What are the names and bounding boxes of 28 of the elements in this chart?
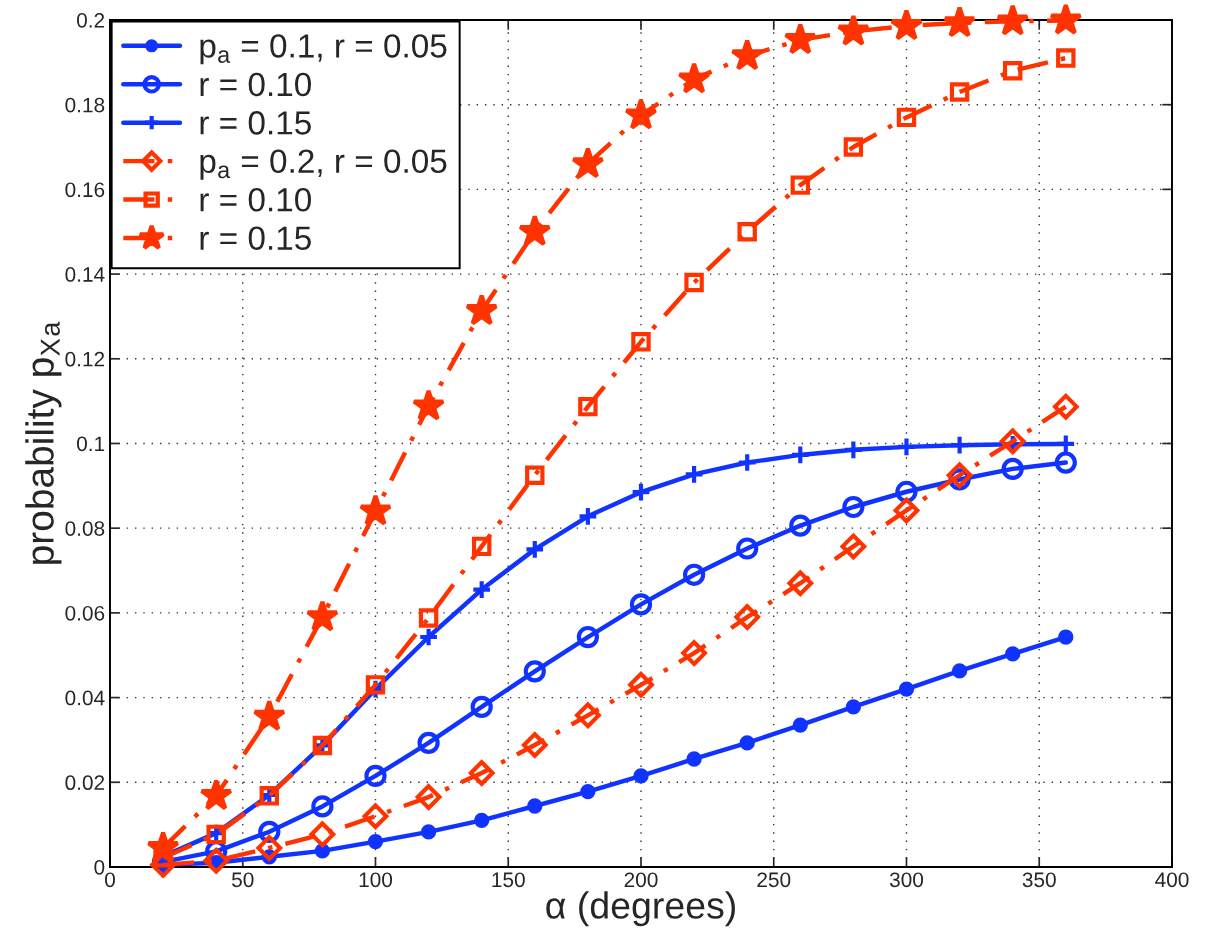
legend-label: r = 0.10	[200, 72, 311, 97]
x-tick-label: 350	[1022, 872, 1056, 888]
x-tick-label: 250	[757, 872, 791, 888]
y-tick-label: 0.2	[76, 12, 105, 28]
y-tick-label: 0.16	[65, 182, 105, 198]
y-tick-label: 0.02	[65, 775, 105, 791]
x-tick-label: 400	[1155, 872, 1189, 888]
y-tick-label: 0	[94, 859, 105, 875]
x-tick-label: 50	[231, 872, 254, 888]
x-tick-label: 200	[624, 872, 658, 888]
legend-label: r = 0.15	[200, 111, 311, 135]
legend-label: p$_{a}$ = 0.1, r = 0.05	[200, 34, 447, 65]
x-tick-label: 0	[105, 872, 115, 888]
x-axis-title: α (degrees)	[546, 891, 735, 927]
y-tick-label: 0.14	[65, 267, 105, 282]
x-tick-label: 150	[492, 872, 525, 888]
y-tick-label: 0.12	[65, 351, 105, 367]
y-tick-label: 0.18	[65, 97, 105, 113]
y-tick-label: 0.06	[65, 605, 105, 621]
y-tick-label: 0.08	[65, 521, 105, 536]
legend-label: r = 0.15	[200, 226, 311, 250]
y-tick-label: 0.04	[65, 690, 105, 706]
legend-label: r = 0.10	[200, 187, 311, 212]
x-tick-label: 100	[359, 872, 393, 888]
y-axis-title: probability p$_{Xa}$	[25, 321, 62, 564]
x-tick-label: 300	[889, 872, 924, 888]
legend-label: p$_{a}$ = 0.2, r = 0.05	[200, 149, 447, 180]
y-tick-label: 0.1	[76, 436, 105, 452]
